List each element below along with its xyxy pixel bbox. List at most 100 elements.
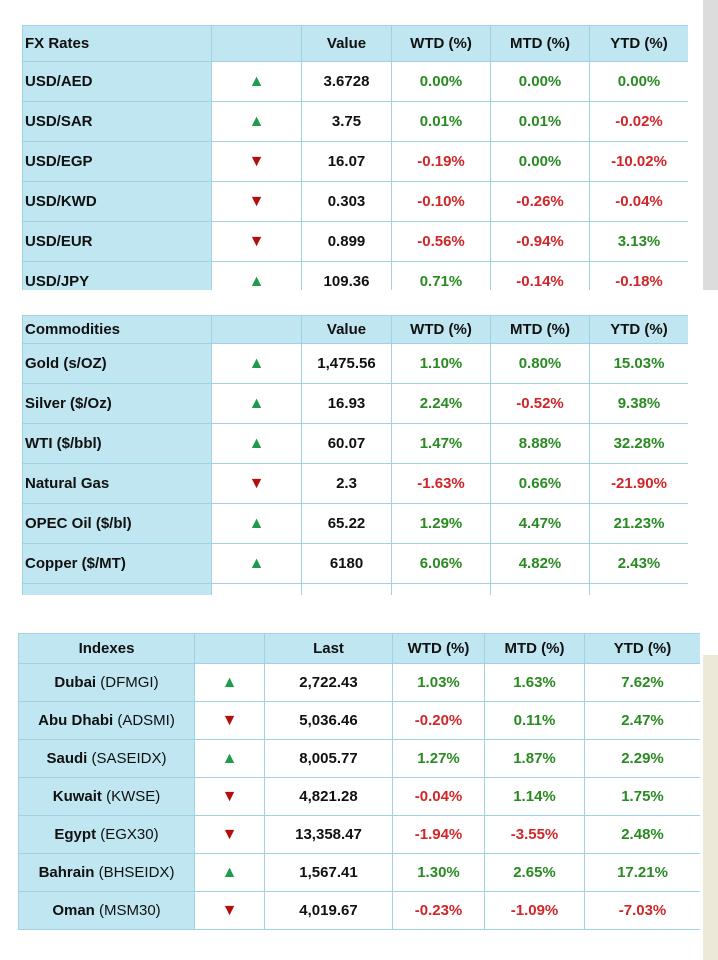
table-row: Dubai (DFMGI) ▲ 2,722.43 1.03% 1.63% 7.62% [18, 663, 700, 702]
table-row: Saudi (SASEIDX) ▲ 8,005.77 1.27% 1.87% 2.29% [18, 739, 700, 778]
wtd-cell: 0.76% [391, 583, 491, 595]
arrow-down-icon: ▼ [248, 474, 265, 492]
ytd-cell: 0.00% [589, 61, 688, 102]
value-cell: 2.3 [301, 463, 392, 504]
mtd-cell: 4.47% [490, 503, 590, 544]
wtd-cell: 1.03% [392, 663, 485, 702]
mtd-cell: 1.14% [484, 777, 585, 816]
ytd-cell: 21.23% [589, 503, 688, 544]
mtd-cell: 1.87% [484, 739, 585, 778]
arrow-up-icon: ▲ [248, 514, 265, 532]
name-label: WTI ($/bbl) [25, 435, 102, 452]
row-name: USD/AED [22, 61, 212, 102]
trend-cell: ▲ [194, 853, 265, 892]
ytd-cell: -3.42% [589, 583, 688, 595]
wtd-cell: 1.47% [391, 423, 491, 464]
column-header: YTD (%) [589, 315, 688, 344]
ytd-cell: 1.75% [584, 777, 700, 816]
value-cell: 8,005.77 [264, 739, 393, 778]
trend-cell: ▼ [211, 221, 302, 262]
row-name: Oman (MSM30) [18, 891, 195, 930]
trend-cell: ▲ [211, 343, 302, 384]
wtd-cell: -0.56% [391, 221, 491, 262]
row-name: Copper ($/MT) [22, 543, 212, 584]
row-name: WTI ($/bbl) [22, 423, 212, 464]
value-cell: 60.07 [301, 423, 392, 464]
column-header [194, 633, 265, 664]
trend-cell: ▼ [194, 815, 265, 854]
ytd-cell: -7.03% [584, 891, 700, 930]
row-name: USD/JPY [22, 261, 212, 290]
column-header: FX Rates [22, 25, 212, 62]
value-cell: 109.36 [301, 261, 392, 290]
column-header: MTD (%) [490, 25, 590, 62]
mtd-cell: -0.52% [490, 383, 590, 424]
name-label: Natural Gas [25, 475, 110, 492]
table-row: Oman (MSM30) ▼ 4,019.67 -0.23% -1.09% -7.03% [18, 891, 700, 930]
ytd-cell: -10.02% [589, 141, 688, 182]
mtd-cell: -0.14% [490, 261, 590, 290]
arrow-up-icon: ▲ [248, 394, 265, 412]
mtd-cell: 8.88% [490, 423, 590, 464]
row-name: USD/KWD [22, 181, 212, 222]
commodities-grid: Commodities Value WTD (%) MTD (%) YTD (%) Gol… [22, 315, 688, 595]
index-code: (MSM30) [99, 902, 161, 919]
column-header: YTD (%) [589, 25, 688, 62]
table-row: Bahrain (BHSEIDX) ▲ 1,567.41 1.30% 2.65% 17.2… [18, 853, 700, 892]
name-label: USD/EGP [25, 153, 93, 170]
index-code: (BHSEIDX) [98, 864, 175, 881]
mtd-cell: -3.55% [484, 815, 585, 854]
indexes-grid: Indexes Last WTD (%) MTD (%) YTD (%) Dubai (D… [18, 633, 700, 930]
name-label: Kuwait [52, 788, 102, 805]
ytd-cell: 2.47% [584, 701, 700, 740]
index-code: (KWSE) [106, 788, 161, 805]
row-name: Gold (s/OZ) [22, 343, 212, 384]
name-label: OPEC Oil ($/bl) [25, 515, 132, 532]
wtd-cell: -0.19% [391, 141, 491, 182]
value-cell: 65.22 [301, 503, 392, 544]
ytd-cell: -0.18% [589, 261, 688, 290]
value-cell: 1,475.56 [301, 343, 392, 384]
value-cell: 1,567.41 [264, 853, 393, 892]
column-header: MTD (%) [490, 315, 590, 344]
name-label: Saudi [46, 750, 88, 767]
wtd-cell: 1.30% [392, 853, 485, 892]
value-cell: 16.07 [301, 141, 392, 182]
value-cell: 2,722.43 [264, 663, 393, 702]
value-cell: 0.303 [301, 181, 392, 222]
trend-cell: ▼ [211, 463, 302, 504]
table-row: Natural Gas ▼ 2.3 -1.63% 0.66% -21.90% [22, 463, 688, 504]
trend-cell: ▲ [211, 423, 302, 464]
column-header [211, 315, 302, 344]
table-row: Aluminium ($/MT) ▲ 17800.76%1.15%-3.42% [22, 583, 688, 595]
column-header: Value [301, 315, 392, 344]
table-row: Egypt (EGX30) ▼ 13,358.47 -1.94% -3.55% 2.48% [18, 815, 700, 854]
name-label: USD/KWD [25, 193, 97, 210]
header-row: FX Rates Value WTD (%) MTD (%) YTD (%) [22, 25, 688, 62]
index-code: (DFMGI) [100, 674, 159, 691]
wtd-cell: 1.27% [392, 739, 485, 778]
wtd-cell: -0.23% [392, 891, 485, 930]
arrow-down-icon: ▼ [221, 901, 238, 919]
column-header: YTD (%) [584, 633, 700, 664]
commodities-table: Commodities Value WTD (%) MTD (%) YTD (%) Gol… [22, 315, 688, 595]
mtd-cell: 0.11% [484, 701, 585, 740]
wtd-cell: 1.10% [391, 343, 491, 384]
mtd-cell: 0.66% [490, 463, 590, 504]
mtd-cell: 0.80% [490, 343, 590, 384]
ytd-cell: 32.28% [589, 423, 688, 464]
wtd-cell: -0.10% [391, 181, 491, 222]
mtd-cell: 0.00% [490, 61, 590, 102]
wtd-cell: -0.20% [392, 701, 485, 740]
table-row: USD/SAR ▲ 3.75 0.01% 0.01% -0.02% [22, 101, 688, 142]
arrow-down-icon: ▼ [221, 825, 238, 843]
trend-cell: ▲ [211, 543, 302, 584]
ytd-cell: 15.03% [589, 343, 688, 384]
wtd-cell: 1.29% [391, 503, 491, 544]
column-header: WTD (%) [391, 25, 491, 62]
name-label: Silver ($/Oz) [25, 395, 112, 412]
trend-cell: ▼ [194, 701, 265, 740]
table-row: USD/EUR ▼ 0.899 -0.56% -0.94% 3.13% [22, 221, 688, 262]
ytd-cell: 2.29% [584, 739, 700, 778]
row-name: USD/EGP [22, 141, 212, 182]
